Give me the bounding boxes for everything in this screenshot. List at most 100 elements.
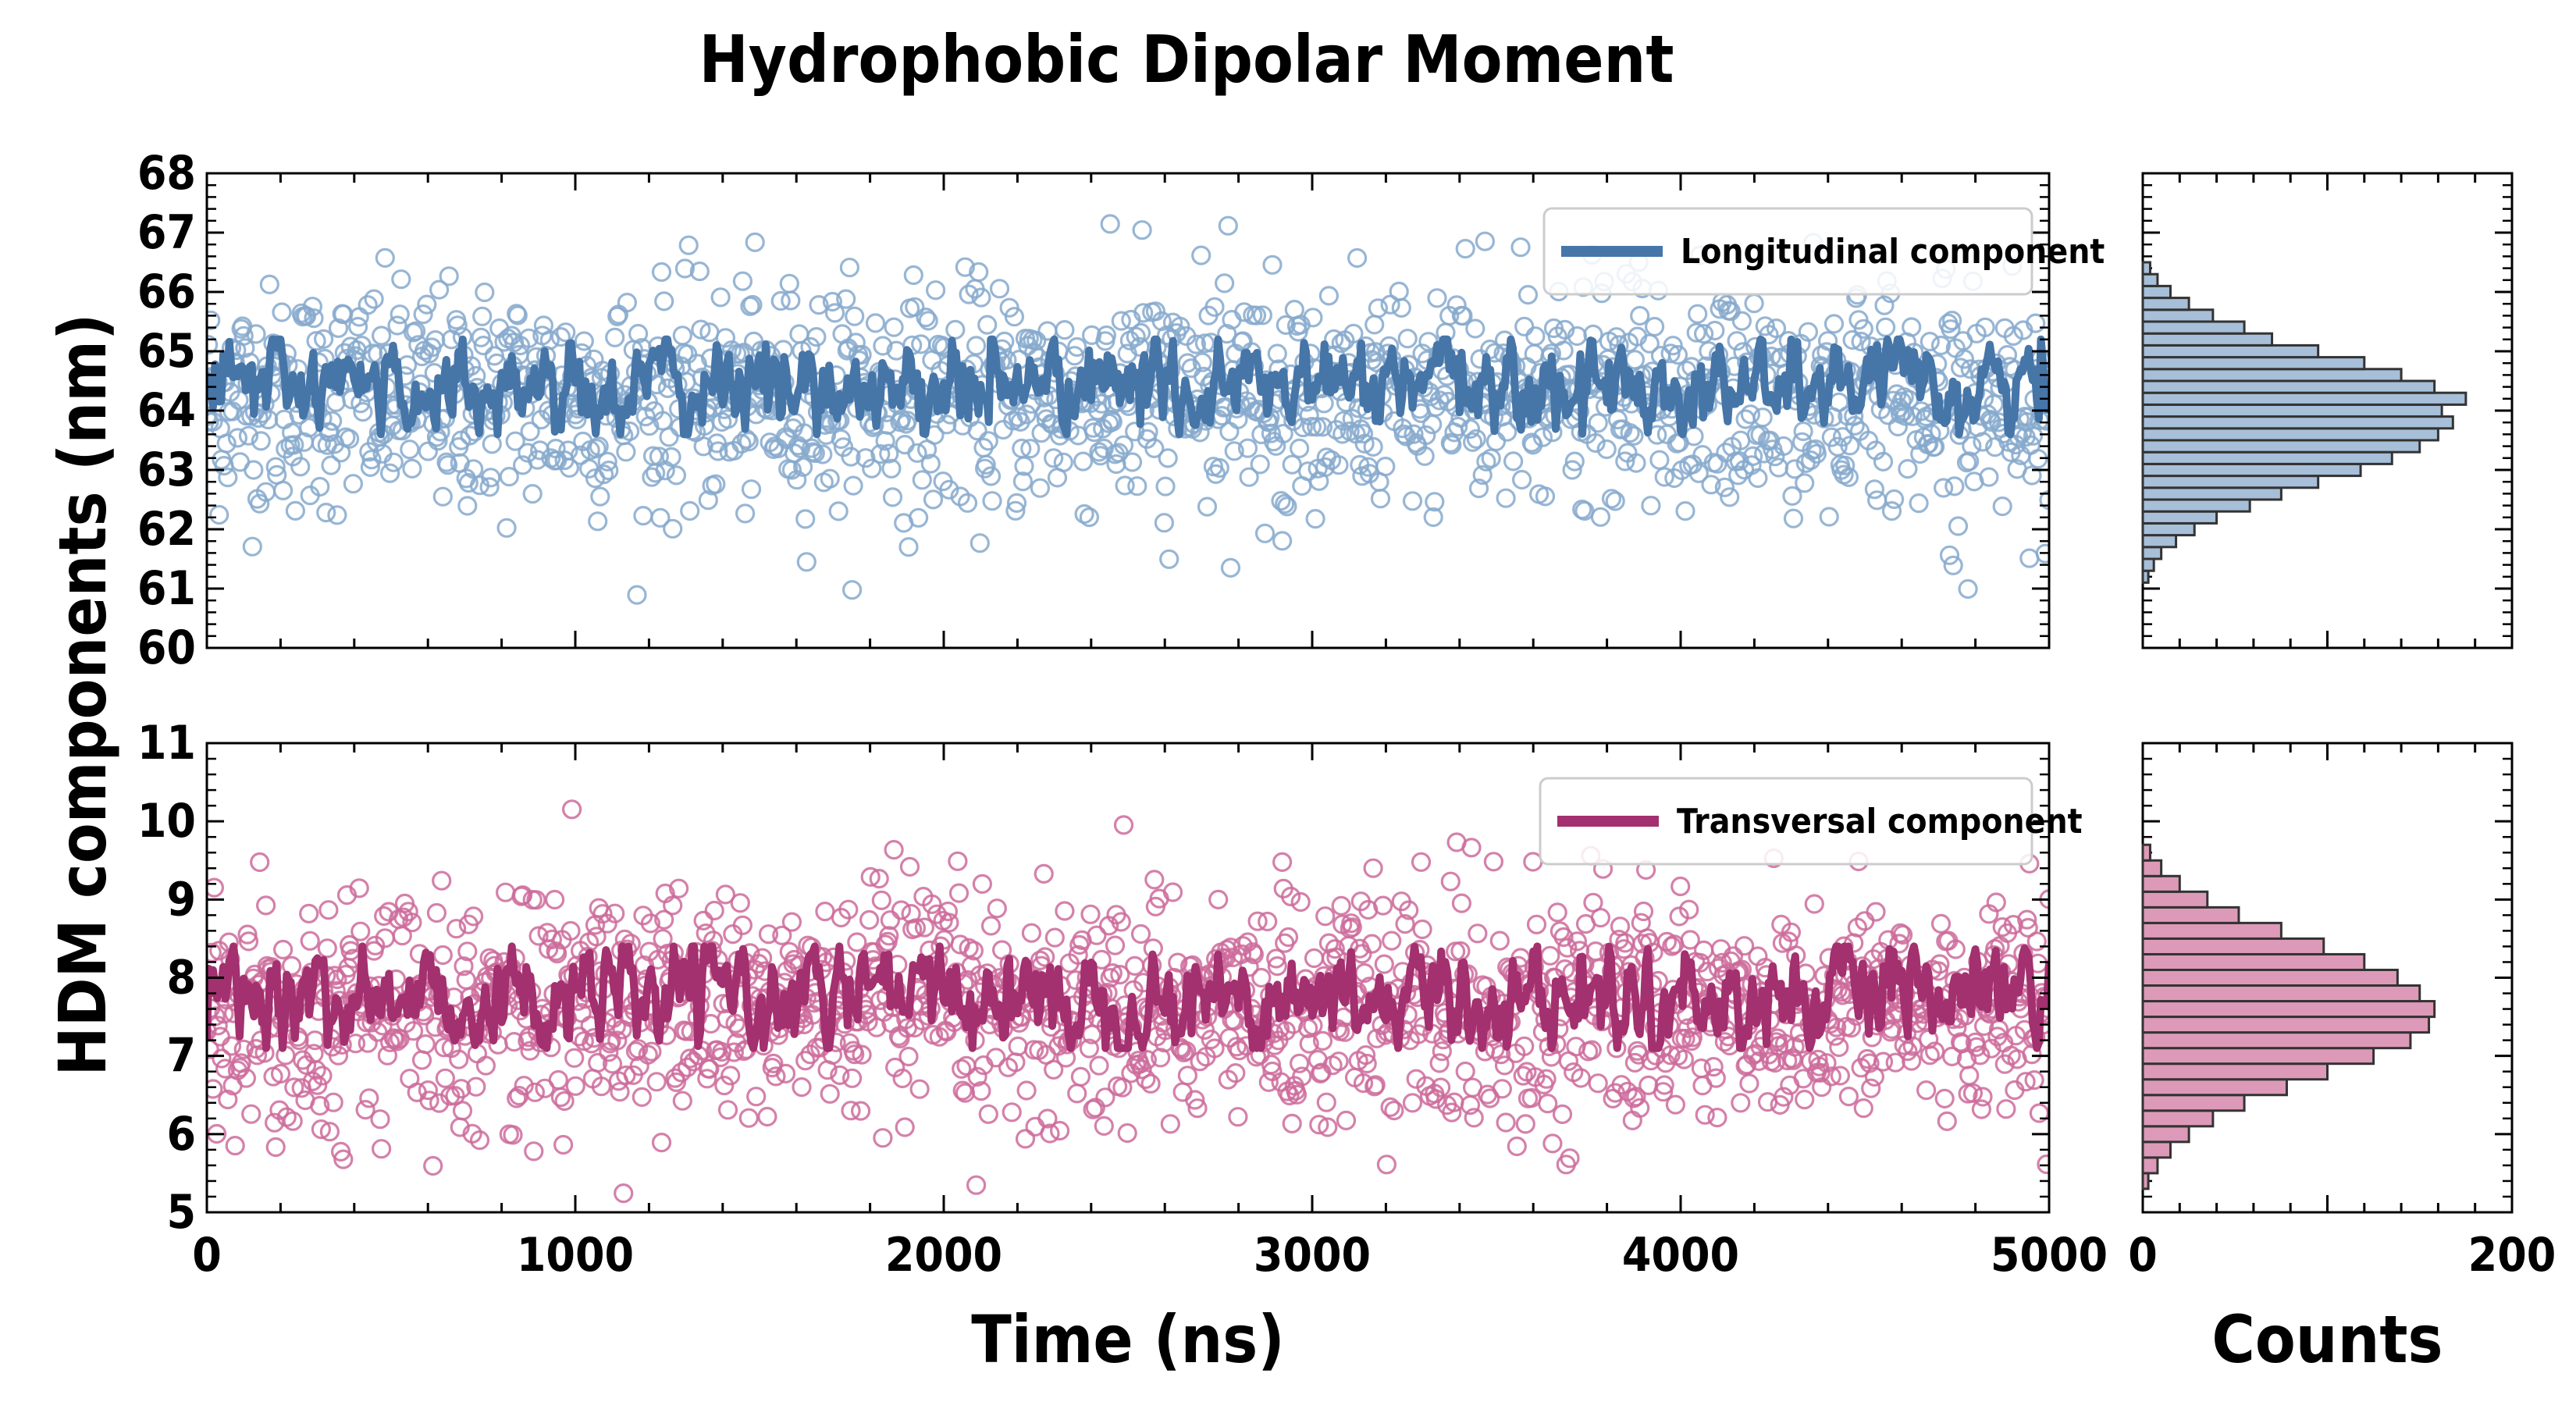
data-point — [503, 1125, 523, 1145]
data-point — [1115, 475, 1135, 496]
data-point — [1649, 450, 1670, 470]
data-point — [1130, 923, 1151, 945]
hist-bar — [2141, 534, 2178, 549]
data-point — [912, 470, 932, 490]
chart-title: Hydrophobic Dipolar Moment — [699, 21, 1674, 98]
data-point — [1030, 478, 1051, 498]
data-point — [1343, 323, 1364, 343]
data-point — [1909, 493, 1929, 514]
data-point — [763, 1053, 784, 1074]
data-point — [661, 447, 681, 468]
data-point — [1890, 923, 1911, 943]
data-point — [1667, 345, 1688, 365]
data-point — [1442, 1102, 1462, 1123]
y-tick-label: 64 — [137, 383, 196, 438]
data-point — [482, 434, 502, 454]
data-point — [1176, 1041, 1197, 1062]
data-point — [1110, 964, 1130, 985]
data-point — [238, 931, 259, 952]
data-point — [1275, 493, 1295, 514]
data-point — [824, 303, 845, 323]
data-point — [1209, 457, 1229, 479]
data-point — [518, 443, 538, 463]
data-point — [1037, 1108, 1058, 1129]
data-point — [1678, 1018, 1698, 1038]
data-point — [980, 466, 1002, 486]
data-point — [380, 463, 400, 483]
data-point — [589, 436, 609, 457]
data-point — [2003, 326, 2023, 346]
data-point — [822, 291, 843, 312]
data-point — [311, 1119, 331, 1140]
hist-bar — [2141, 1000, 2436, 1019]
data-point — [1798, 322, 1818, 342]
data-point — [666, 465, 687, 486]
data-point — [1404, 424, 1424, 444]
data-point — [1992, 916, 2012, 938]
data-point — [1675, 500, 1695, 521]
data-point — [588, 1052, 608, 1073]
data-point — [466, 1076, 486, 1097]
data-point — [1201, 1029, 1221, 1050]
data-point — [524, 1141, 544, 1162]
data-point — [1450, 941, 1471, 961]
hist-bar — [2141, 498, 2251, 513]
data-point — [1399, 900, 1419, 920]
data-point — [828, 501, 849, 521]
data-point — [691, 319, 711, 340]
data-point — [923, 489, 944, 510]
data-point — [884, 839, 904, 860]
data-point — [1610, 916, 1631, 937]
x-tick-label: 4000 — [1622, 1228, 1739, 1283]
data-point — [207, 877, 224, 898]
data-point — [1136, 1069, 1156, 1090]
data-point — [1744, 294, 1764, 314]
data-point — [742, 294, 763, 315]
data-point — [550, 1087, 571, 1108]
data-point — [1021, 923, 1042, 943]
data-point — [1111, 912, 1131, 932]
data-point — [738, 432, 759, 452]
y-tick-label: 6 — [166, 1107, 196, 1162]
data-point — [1204, 297, 1225, 317]
data-point — [1222, 947, 1244, 968]
data-point — [1942, 1046, 1962, 1067]
hist-bar — [2141, 1062, 2329, 1081]
data-point — [1555, 319, 1575, 340]
data-point — [689, 262, 710, 282]
data-point — [1682, 1027, 1703, 1048]
data-point — [869, 868, 889, 889]
data-point — [1239, 467, 1259, 487]
data-point — [250, 493, 270, 514]
data-point — [592, 904, 613, 924]
x-tick-label: 3000 — [1254, 1228, 1371, 1283]
data-point — [471, 327, 491, 347]
y-tick-label: 9 — [166, 872, 196, 927]
data-point — [411, 1050, 432, 1070]
data-point — [1055, 901, 1075, 921]
data-point — [1357, 1053, 1377, 1074]
data-point — [795, 509, 816, 529]
data-point — [495, 882, 516, 902]
data-point — [548, 1069, 568, 1091]
data-point — [1246, 305, 1267, 326]
hist-bar — [2141, 906, 2240, 924]
data-point — [898, 1046, 919, 1067]
data-point — [1361, 934, 1382, 954]
hist-bar — [2141, 1078, 2288, 1097]
data-point — [447, 315, 468, 336]
data-point — [1464, 1108, 1484, 1128]
data-point — [432, 486, 453, 507]
data-point — [706, 474, 726, 494]
data-point — [830, 1065, 850, 1086]
data-point — [372, 326, 392, 346]
data-point — [879, 926, 899, 946]
data-point — [1159, 549, 1179, 569]
data-point — [265, 1137, 286, 1158]
data-point — [693, 910, 713, 931]
data-point — [1315, 906, 1336, 927]
data-point — [838, 899, 859, 920]
hist-bar — [2141, 1094, 2246, 1112]
data-point — [1830, 1066, 1850, 1086]
